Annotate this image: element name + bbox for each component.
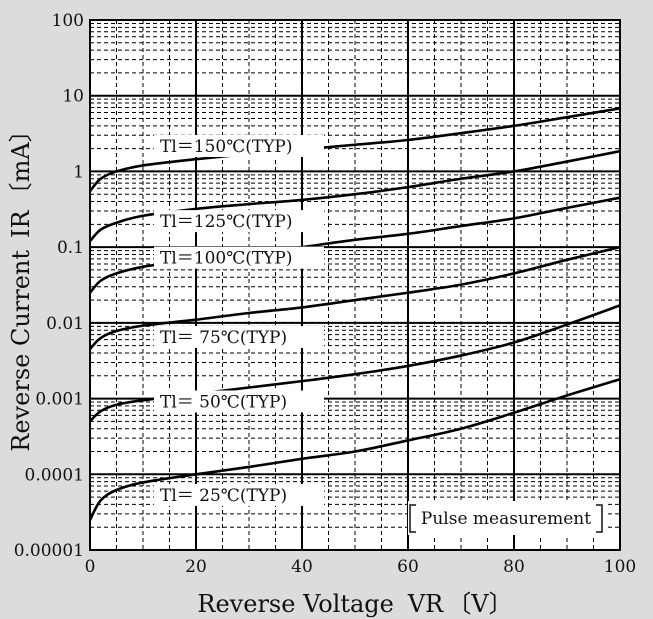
series-label-background-1 [154,210,324,233]
x-tick-label: 20 [185,557,207,577]
series-label-0: Tl＝150℃(TYP) [160,137,293,157]
y-tick-label: 0.1 [57,238,84,258]
series-line-5 [88,377,621,521]
series-label-4: Tl＝ 50℃(TYP) [160,393,287,413]
x-axis-title: Reverse Voltage VR 〔V〕 [197,590,512,618]
series-label-background-4 [154,390,324,413]
series-label-3: Tl＝ 75℃(TYP) [160,328,287,348]
y-tick-label: 0.01 [46,314,84,334]
curve-labels: Tl＝150℃(TYP) Tl＝125℃(TYP) Tl＝100℃(TYP) Tl＝ … [154,134,324,506]
y-tick-label: 100 [52,11,84,31]
x-axis-symbol: VR [407,590,444,618]
series-label-5: Tl＝ 25℃(TYP) [160,486,287,506]
x-tick-label: 100 [604,557,636,577]
note-bracket-left [409,504,416,533]
x-tick-label: 80 [503,557,525,577]
series-line-4 [89,304,621,423]
x-axis-label: Reverse Voltage [197,590,393,618]
y-tick-label: 0.0001 [25,465,84,485]
series-line-3 [89,245,621,351]
series-label-2: Tl＝100℃(TYP) [160,249,293,269]
y-axis-label: Reverse Current [7,250,35,452]
note-bracket-right [596,504,603,533]
series-label-1: Tl＝125℃(TYP) [160,212,293,232]
tick-labels: 0 20 40 60 80 100 0.00001 0.0001 0.001 0.01 0.1 1 10… [14,11,637,577]
y-axis-unit: 〔mA〕 [7,118,35,206]
x-tick-label: 60 [397,557,419,577]
plot-frame [89,19,621,551]
y-axis-symbol: IR [7,209,35,237]
note-text: Pulse measurement [421,509,591,529]
series-label-background-0 [154,134,324,157]
y-tick-label: 0.001 [35,390,84,410]
x-tick-label: 40 [291,557,313,577]
series-label-background-3 [154,325,324,348]
grid [90,20,620,550]
x-tick-label: 0 [85,557,96,577]
note-background [408,501,606,535]
series-line-1 [89,149,621,243]
y-axis-title: Reverse Current IR 〔mA〕 [7,118,35,451]
series-label-background-5 [154,483,324,506]
y-tick-label: 10 [62,87,84,107]
pulse-measurement-note: Pulse measurement [408,501,606,535]
series-label-background-2 [154,246,324,269]
x-axis-unit: 〔V〕 [447,590,512,618]
y-tick-label: 0.00001 [14,541,84,561]
y-tick-label: 1 [73,162,84,182]
